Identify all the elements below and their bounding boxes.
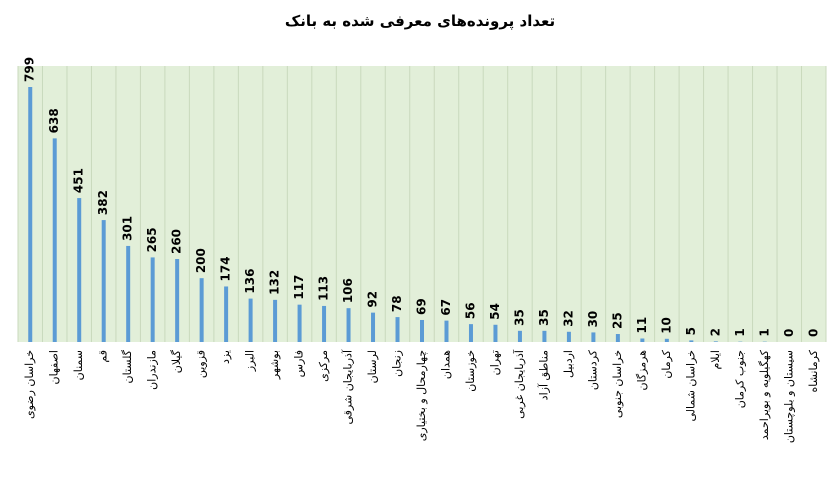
x-tick-label: قزوین xyxy=(195,350,208,378)
data-label: 174 xyxy=(219,256,233,281)
x-tick-label: چهارمحال و بختیاری xyxy=(415,350,428,441)
data-label: 117 xyxy=(292,275,306,300)
data-label: 301 xyxy=(121,216,135,241)
data-label: 10 xyxy=(659,317,673,334)
bar xyxy=(224,286,229,342)
data-label: 35 xyxy=(512,309,526,326)
bar xyxy=(517,330,522,342)
bar xyxy=(273,299,278,342)
data-label: 106 xyxy=(341,278,355,303)
x-tick-label: جنوب کرمان xyxy=(733,350,746,408)
data-label: 136 xyxy=(243,269,257,294)
bar xyxy=(322,305,327,342)
x-tick-label: زنجان xyxy=(391,350,404,377)
data-label: 0 xyxy=(806,329,820,337)
x-tick-label: خراسان رضوی xyxy=(23,350,36,419)
x-tick-label: مناطق آزاد xyxy=(536,350,551,400)
data-label: 132 xyxy=(268,270,282,295)
x-tick-label: مرکزی xyxy=(317,350,330,382)
data-label: 799 xyxy=(23,57,37,82)
x-tick-label: اردبیل xyxy=(562,350,575,378)
bar xyxy=(371,312,376,342)
data-label: 382 xyxy=(96,190,110,215)
x-tick-label: گیلان xyxy=(170,349,183,373)
bar xyxy=(713,341,718,342)
bar xyxy=(28,87,33,342)
data-label: 0 xyxy=(782,329,796,337)
bar xyxy=(126,245,131,342)
bar xyxy=(493,324,498,342)
bar xyxy=(615,334,620,342)
data-label: 35 xyxy=(537,309,551,326)
x-tick-label: اصفهان xyxy=(48,350,61,384)
x-tick-label: مازندران xyxy=(146,350,159,390)
bar xyxy=(444,320,449,342)
x-tick-label: سیستان و بلوچستان xyxy=(782,350,795,443)
data-label: 54 xyxy=(488,303,502,320)
data-label: 32 xyxy=(561,310,575,327)
x-tick-label: تهران xyxy=(488,350,501,375)
x-tick-label: هرمزگان xyxy=(635,350,648,391)
data-label: 200 xyxy=(194,248,208,273)
bar xyxy=(395,317,400,342)
x-tick-label: کرمان xyxy=(660,349,673,378)
data-label: 1 xyxy=(733,328,747,336)
bar xyxy=(566,331,571,342)
x-tick-label: کردستان xyxy=(586,349,599,390)
chart-title: تعداد پرونده‌های معرفی شده به بانک xyxy=(285,12,555,31)
x-tick-label: آذربایجان غربی xyxy=(512,349,526,419)
data-label: 260 xyxy=(170,229,184,254)
bar xyxy=(689,340,694,342)
data-label: 5 xyxy=(684,327,698,335)
column-lines xyxy=(17,66,827,342)
data-label: 56 xyxy=(463,302,477,319)
x-tick-label: ایلام xyxy=(709,350,722,370)
bar xyxy=(297,304,302,342)
bar xyxy=(640,338,645,342)
x-tick-label: خوزستان xyxy=(464,350,477,392)
bar xyxy=(199,278,204,342)
data-label: 113 xyxy=(317,276,331,301)
data-label: 92 xyxy=(366,291,380,308)
bar xyxy=(420,319,424,342)
data-label: 25 xyxy=(610,312,624,329)
bar xyxy=(248,298,253,342)
x-tick-label: کرمانشاه xyxy=(807,349,820,392)
bar xyxy=(175,259,180,342)
data-label: 265 xyxy=(145,227,159,252)
x-tick-label: کهگیلویه و بویراحمد xyxy=(758,349,771,440)
x-tick-label: خراسان شمالی xyxy=(684,350,697,422)
x-tick-label: آذربایجان شرقی xyxy=(341,349,355,424)
bar xyxy=(150,257,155,342)
x-tick-label: فارس xyxy=(293,350,306,377)
data-label: 30 xyxy=(586,311,600,328)
data-label: 451 xyxy=(72,168,86,193)
bar xyxy=(346,308,351,342)
data-label: 67 xyxy=(439,299,453,316)
data-label: 638 xyxy=(47,108,61,133)
data-label: 69 xyxy=(415,298,429,315)
data-label: 78 xyxy=(390,295,404,312)
bar xyxy=(591,332,596,342)
bar xyxy=(101,220,106,342)
x-tick-label: سمنان xyxy=(72,350,85,380)
bar xyxy=(664,338,669,342)
x-tick-label: خراسان جنوبی xyxy=(611,350,624,418)
x-tick-label: بوشهر xyxy=(268,350,281,380)
x-tick-label: همدان xyxy=(439,350,452,379)
data-label: 2 xyxy=(708,328,722,336)
x-tick-label: البرز xyxy=(244,350,257,372)
bar xyxy=(52,138,57,342)
x-tick-label: لرستان xyxy=(366,350,379,383)
bar xyxy=(542,330,547,342)
x-tick-label: یزد xyxy=(219,350,232,364)
bar xyxy=(468,324,473,342)
data-label: 11 xyxy=(635,317,649,334)
data-label: 1 xyxy=(757,328,771,336)
x-tick-label: قم xyxy=(97,350,110,363)
bar xyxy=(77,198,82,342)
x-tick-label: گلستان xyxy=(121,349,134,383)
